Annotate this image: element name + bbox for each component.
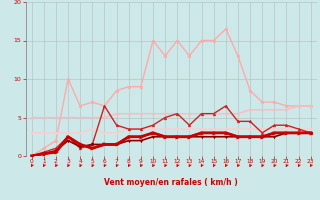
X-axis label: Vent moyen/en rafales ( km/h ): Vent moyen/en rafales ( km/h ) bbox=[104, 178, 238, 187]
